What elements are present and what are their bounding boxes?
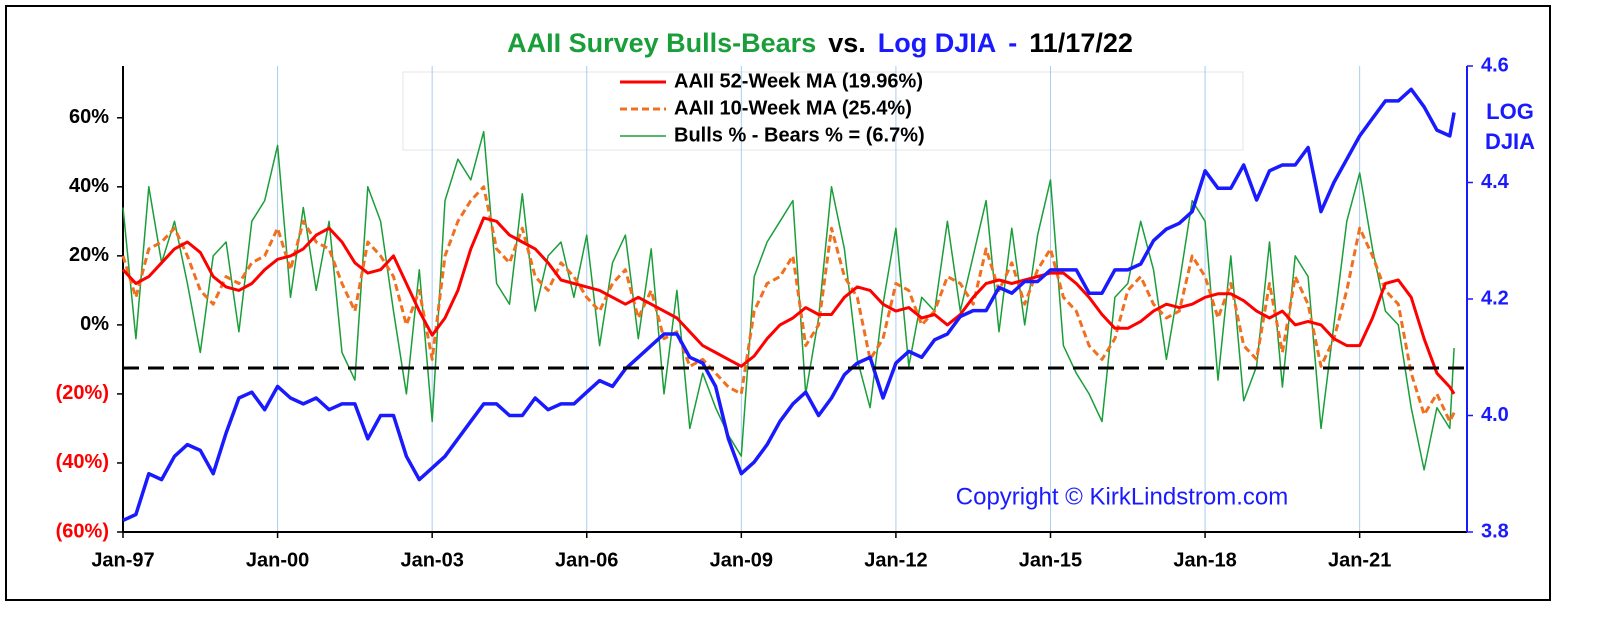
x-tick-label: Jan-06 <box>555 549 618 571</box>
y2-tick-label: 3.8 <box>1481 520 1509 542</box>
chart-title: AAII Survey Bulls-Bears vs. Log DJIA -11/17… <box>507 28 1133 58</box>
legend-label: AAII 10-Week MA (25.4%) <box>674 97 912 119</box>
title-part: Log DJIA <box>878 28 997 58</box>
annotation: Copyright © KirkLindstrom.com <box>956 483 1288 510</box>
y2-tick-label: 4.6 <box>1481 54 1509 76</box>
x-tick-label: Jan-03 <box>400 549 463 571</box>
x-tick-label: Jan-18 <box>1173 549 1236 571</box>
x-tick-label: Jan-09 <box>710 549 773 571</box>
y-tick-label: (60%) <box>56 520 109 542</box>
y-tick-label: 0% <box>80 313 109 335</box>
y2-tick-label: 4.2 <box>1481 287 1509 309</box>
x-tick-label: Jan-15 <box>1019 549 1082 571</box>
series-line <box>121 185 1456 423</box>
series-line <box>122 87 1456 522</box>
y2-axis-label: DJIA <box>1485 129 1535 154</box>
y-tick-label: 20% <box>69 244 109 266</box>
series-line <box>122 130 1455 471</box>
title-part: vs. <box>828 28 866 58</box>
title-part: 11/17/22 <box>1029 28 1133 58</box>
y-tick-label: (40%) <box>56 451 109 473</box>
legend-label: Bulls % - Bears % = (6.7%) <box>674 124 925 146</box>
series-line <box>121 216 1456 395</box>
x-tick-label: Jan-21 <box>1328 549 1391 571</box>
y-tick-label: 60% <box>69 106 109 128</box>
y-tick-label: (20%) <box>56 382 109 404</box>
legend-label: AAII 52-Week MA (19.96%) <box>674 70 923 92</box>
x-tick-label: Jan-97 <box>91 549 154 571</box>
y-tick-label: 40% <box>69 175 109 197</box>
y2-tick-label: 4.0 <box>1481 404 1509 426</box>
title-part: AAII Survey Bulls-Bears <box>507 28 816 58</box>
title-part: - <box>1008 28 1017 58</box>
x-tick-label: Jan-12 <box>864 549 927 571</box>
legend-box <box>402 71 1244 151</box>
y2-axis-label: LOG <box>1486 99 1534 124</box>
y2-tick-label: 4.4 <box>1481 171 1510 193</box>
x-tick-label: Jan-00 <box>246 549 309 571</box>
